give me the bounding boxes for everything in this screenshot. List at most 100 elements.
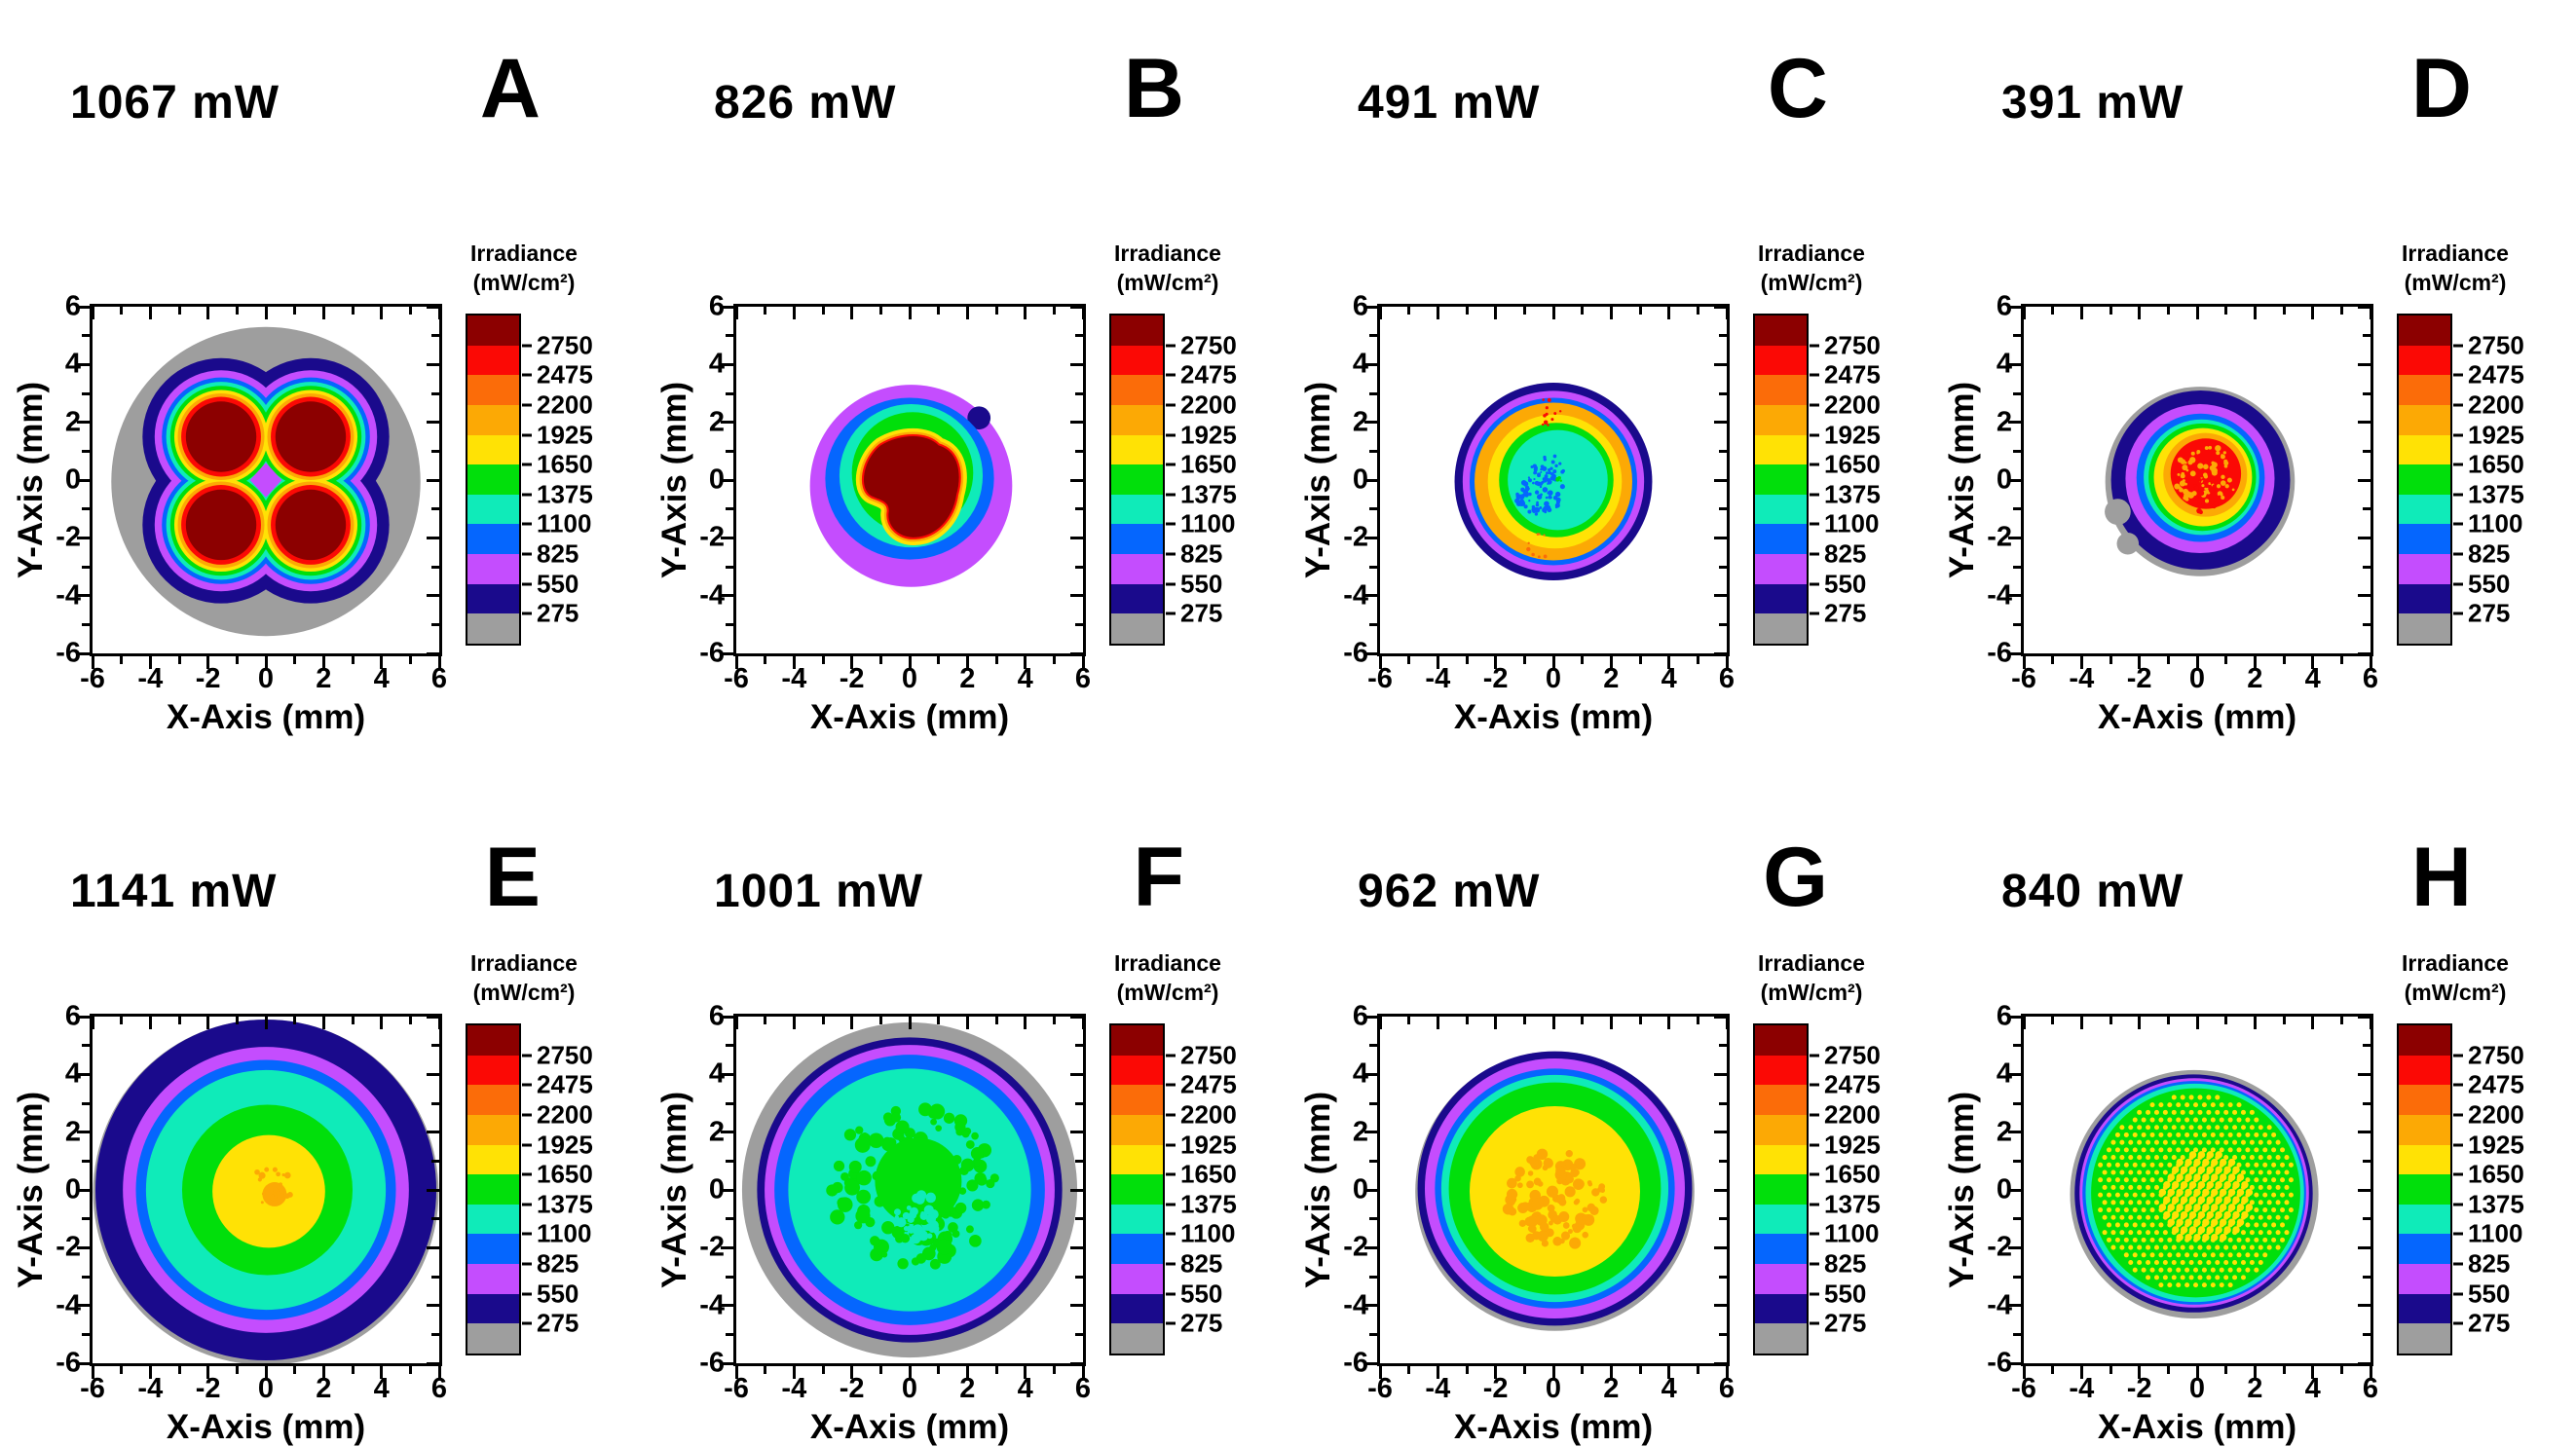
amber-region-speckle xyxy=(1502,1203,1514,1215)
yellow-region-dot xyxy=(2219,1188,2227,1197)
yellow-region-dot xyxy=(2258,1139,2263,1145)
yellow-region-dot xyxy=(2153,1139,2159,1145)
x-major-tick-top xyxy=(321,307,325,319)
yellow-region-dot xyxy=(2188,1259,2194,1266)
yellow-region-dot xyxy=(2249,1125,2255,1131)
y-tick-label: 4 xyxy=(1352,348,1368,380)
yellow-region-dot xyxy=(2188,1109,2194,1115)
yellow-region-dot xyxy=(2176,1102,2182,1108)
amber-region-speckle xyxy=(286,1192,293,1198)
colorbar-tick xyxy=(2453,1172,2463,1176)
x-minor-tick-top xyxy=(1696,1017,1699,1024)
yellow-region-dot xyxy=(2288,1177,2294,1183)
x-tick-label: 0 xyxy=(2188,663,2206,694)
yellow-region-dot xyxy=(2167,1267,2173,1273)
x-major-tick-top xyxy=(264,1017,268,1029)
amber-region-speckle xyxy=(2222,451,2226,455)
colorbar-segment-navy xyxy=(467,1293,519,1324)
amber-region-speckle xyxy=(1533,1154,1540,1161)
amber-region-speckle xyxy=(2220,480,2226,486)
colorbar-tick-label: 275 xyxy=(1824,1308,1867,1338)
x-minor-tick-top xyxy=(1465,1017,1469,1024)
colorbar-segment-cyan xyxy=(2399,494,2450,525)
colorbar-tick-label: 1925 xyxy=(537,420,593,450)
yellow-region-dot xyxy=(2149,1192,2155,1198)
yellow-region-dot xyxy=(2162,1230,2168,1236)
panel-letter: E xyxy=(484,831,541,924)
blue-region-speckle xyxy=(1539,485,1543,489)
red-region-speckle xyxy=(2194,485,2199,491)
yellow-region-dot xyxy=(2271,1207,2277,1213)
y-major-tick xyxy=(2008,478,2021,482)
yellow-region-dot xyxy=(2266,1200,2272,1206)
blue-region-speckle xyxy=(1527,509,1532,514)
y-minor-tick xyxy=(82,1101,90,1105)
yellow-region-dot xyxy=(2141,1207,2147,1213)
colorbar-tick xyxy=(1810,1083,1819,1087)
green-region-speckle xyxy=(952,1230,960,1239)
x-minor-tick xyxy=(1465,656,1469,664)
y-major-tick xyxy=(1364,1361,1377,1365)
x-major-tick-top xyxy=(908,1017,912,1029)
y-major-tick xyxy=(721,1072,733,1076)
yellow-region-dot xyxy=(2119,1139,2125,1145)
colorbar-segment-cyan xyxy=(467,1204,519,1235)
colorbar-segment-gray xyxy=(467,613,519,645)
beam-heatmap xyxy=(93,1019,439,1363)
colorbar-tick xyxy=(1810,582,1819,586)
cyan-region-speckle xyxy=(928,1220,939,1231)
amber-region-speckle xyxy=(2177,472,2181,476)
y-tick-label: -4 xyxy=(56,579,81,612)
colorbar-tick xyxy=(1810,1054,1819,1057)
yellow-region-dot xyxy=(2184,1188,2192,1197)
plot-area: X-Axis (mm) -6 -6 -4 -4 -2 -2 0 0 2 2 4 4 6 6 xyxy=(56,291,447,737)
x-major-tick xyxy=(2079,1366,2083,1379)
colorbar: 2750 2475 2200 1925 1650 1375 1100 825 550 275 xyxy=(466,1023,593,1355)
y-minor-tick xyxy=(726,1101,733,1105)
y-major-tick xyxy=(721,1361,733,1365)
colorbar-segment-green xyxy=(467,1174,519,1205)
yellow-region-dot xyxy=(2211,1188,2219,1197)
blue-region-speckle xyxy=(1523,504,1528,509)
colorbar-tick-label: 2200 xyxy=(2468,390,2524,420)
colorbar-segment-orangered xyxy=(467,1085,519,1115)
amber-region-speckle xyxy=(1582,1206,1588,1213)
yellow-region-dot xyxy=(2106,1162,2112,1168)
amber-region-speckle xyxy=(1562,1222,1570,1229)
amber-region-speckle xyxy=(1565,1174,1574,1184)
yellow-region-dot xyxy=(2188,1244,2194,1250)
y-minor-tick-right xyxy=(1075,1332,1083,1336)
y-major-tick-right xyxy=(1714,1131,1727,1134)
yellow-region-dot xyxy=(2192,1132,2199,1137)
yellow-region-dot xyxy=(2193,1204,2201,1211)
y-tick-label: -6 xyxy=(1987,637,2012,669)
x-minor-tick-top xyxy=(1407,307,1411,315)
x-major-tick xyxy=(2022,1366,2026,1379)
yellow-region-dot xyxy=(2254,1237,2259,1243)
colorbar-segment-green xyxy=(1111,1174,1163,1205)
y-major-tick-right xyxy=(1070,1188,1083,1192)
yellow-region-dot xyxy=(2262,1192,2268,1198)
colorbar-segment-yellow xyxy=(467,434,519,465)
yellow-region-dot xyxy=(2227,1132,2233,1137)
x-major-tick-top xyxy=(1551,307,1555,319)
x-minor-tick xyxy=(2166,656,2170,664)
blue-region-speckle xyxy=(1528,500,1531,502)
x-tick-label: 0 xyxy=(257,1373,275,1404)
green-region-speckle xyxy=(976,1174,988,1186)
y-minor-tick-right xyxy=(1719,507,1727,511)
colorbar-segment-blue xyxy=(1111,1234,1163,1265)
yellow-region-dot xyxy=(2158,1267,2164,1273)
colorbar-tick xyxy=(1166,1292,1176,1296)
amber-region-speckle xyxy=(1569,1164,1578,1171)
colorbar-segment-yellow xyxy=(2399,1144,2450,1175)
green-region-speckle xyxy=(870,1236,880,1246)
green-region-speckle xyxy=(843,1129,857,1141)
beam-profile-panel: 1141 mW E Y-Axis (mm) X-Axis (mm) -6 -6 -4… xyxy=(0,723,644,1446)
blue-region-speckle xyxy=(1540,464,1545,469)
yellow-region-dot xyxy=(2188,1139,2194,1145)
x-minor-tick-top xyxy=(2166,1017,2170,1024)
x-major-tick-top xyxy=(792,1017,796,1029)
colorbar-title-line2: (mW/cm²) xyxy=(472,979,576,1005)
yellow-region-dot xyxy=(2123,1222,2129,1228)
